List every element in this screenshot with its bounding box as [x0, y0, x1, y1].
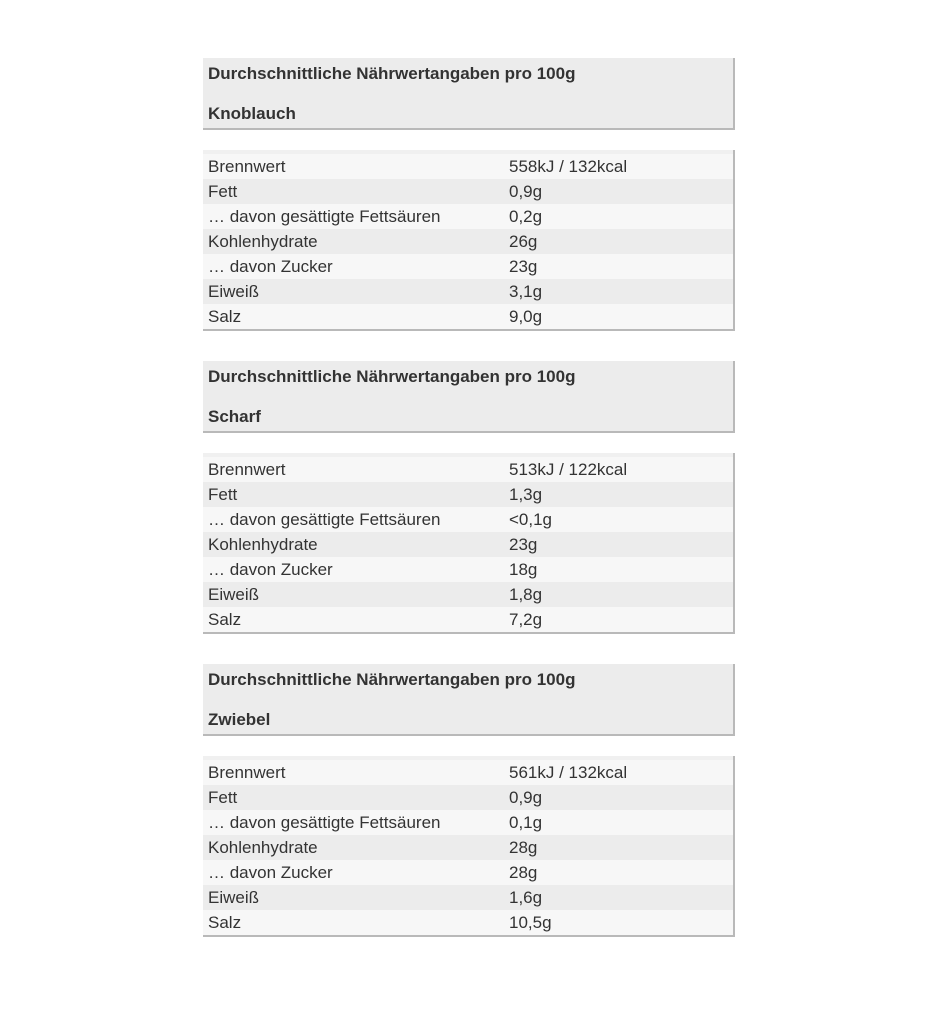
- table-row: Brennwert 513kJ / 122kcal: [203, 457, 733, 482]
- nutrition-variant-name: Knoblauch: [208, 104, 296, 123]
- table-row: … davon Zucker 28g: [203, 860, 733, 885]
- nutrition-table: Brennwert 561kJ / 132kcal Fett 0,9g … da…: [203, 756, 735, 937]
- nutrient-label: … davon gesättigte Fettsäuren: [208, 509, 441, 529]
- nutrient-label: Salz: [208, 609, 242, 629]
- nutrient-value: 513kJ / 122kcal: [509, 459, 628, 479]
- nutrient-value: 561kJ / 132kcal: [509, 762, 628, 782]
- nutrient-value: 3,1g: [509, 281, 543, 301]
- nutrient-label: Brennwert: [208, 762, 286, 782]
- table-row: Kohlenhydrate 28g: [203, 835, 733, 860]
- nutrition-header: Durchschnittliche Nährwertangaben pro 10…: [203, 664, 735, 736]
- nutrient-label: Fett: [208, 484, 238, 504]
- nutrition-header: Durchschnittliche Nährwertangaben pro 10…: [203, 361, 735, 433]
- nutrient-label: Fett: [208, 787, 238, 807]
- nutrition-table: Brennwert 558kJ / 132kcal Fett 0,9g … da…: [203, 150, 735, 331]
- nutrient-label: … davon Zucker: [208, 862, 333, 882]
- nutrient-value: 0,9g: [509, 787, 543, 807]
- nutrition-header-title: Durchschnittliche Nährwertangaben pro 10…: [208, 670, 576, 689]
- nutrient-value: 28g: [509, 837, 538, 857]
- table-row: … davon gesättigte Fettsäuren 0,2g: [203, 204, 733, 229]
- nutrient-value: 9,0g: [509, 306, 543, 326]
- table-row: Salz 9,0g: [203, 304, 733, 329]
- table-row: Fett 0,9g: [203, 179, 733, 204]
- nutrient-label: … davon gesättigte Fettsäuren: [208, 812, 441, 832]
- table-row: Kohlenhydrate 23g: [203, 532, 733, 557]
- table-row: Brennwert 561kJ / 132kcal: [203, 760, 733, 785]
- nutrient-value: 23g: [509, 256, 538, 276]
- nutrient-label: … davon gesättigte Fettsäuren: [208, 206, 441, 226]
- table-row: … davon Zucker 18g: [203, 557, 733, 582]
- nutrient-label: Kohlenhydrate: [208, 534, 318, 554]
- nutrient-label: Kohlenhydrate: [208, 837, 318, 857]
- nutrition-table: Brennwert 513kJ / 122kcal Fett 1,3g … da…: [203, 453, 735, 634]
- table-row: Kohlenhydrate 26g: [203, 229, 733, 254]
- nutrition-section-scharf: Durchschnittliche Nährwertangaben pro 10…: [203, 361, 735, 634]
- nutrient-label: Kohlenhydrate: [208, 231, 318, 251]
- table-row: Eiweiß 1,8g: [203, 582, 733, 607]
- nutrient-label: Eiweiß: [208, 584, 260, 604]
- nutrient-value: 28g: [509, 862, 538, 882]
- nutrient-value: 1,8g: [509, 584, 543, 604]
- table-row: Salz 7,2g: [203, 607, 733, 632]
- nutrition-header-title: Durchschnittliche Nährwertangaben pro 10…: [208, 367, 576, 386]
- nutrient-value: 0,2g: [509, 206, 543, 226]
- nutrition-section-knoblauch: Durchschnittliche Nährwertangaben pro 10…: [203, 58, 735, 331]
- nutrient-value: 7,2g: [509, 609, 543, 629]
- nutrient-value: 1,6g: [509, 887, 543, 907]
- nutrient-label: Salz: [208, 306, 242, 326]
- nutrient-label: … davon Zucker: [208, 559, 333, 579]
- nutrient-label: … davon Zucker: [208, 256, 333, 276]
- nutrient-value: 0,9g: [509, 181, 543, 201]
- nutrient-value: 0,1g: [509, 812, 543, 832]
- table-row: Fett 0,9g: [203, 785, 733, 810]
- nutrient-label: Salz: [208, 912, 242, 932]
- nutrition-section-zwiebel: Durchschnittliche Nährwertangaben pro 10…: [203, 664, 735, 937]
- nutrient-label: Brennwert: [208, 156, 286, 176]
- nutrient-value: 23g: [509, 534, 538, 554]
- nutrient-value: 558kJ / 132kcal: [509, 156, 628, 176]
- nutrient-value: 1,3g: [509, 484, 543, 504]
- nutrient-value: 18g: [509, 559, 538, 579]
- table-row: Eiweiß 1,6g: [203, 885, 733, 910]
- table-row: … davon Zucker 23g: [203, 254, 733, 279]
- table-row: Fett 1,3g: [203, 482, 733, 507]
- nutrient-value: 26g: [509, 231, 538, 251]
- table-row: Brennwert 558kJ / 132kcal: [203, 154, 733, 179]
- nutrition-variant-name: Zwiebel: [208, 710, 271, 729]
- nutrition-header-title: Durchschnittliche Nährwertangaben pro 10…: [208, 64, 576, 83]
- table-row: Salz 10,5g: [203, 910, 733, 935]
- nutrient-label: Eiweiß: [208, 281, 260, 301]
- table-row: … davon gesättigte Fettsäuren 0,1g: [203, 810, 733, 835]
- nutrient-label: Eiweiß: [208, 887, 260, 907]
- nutrient-label: Brennwert: [208, 459, 286, 479]
- nutrient-label: Fett: [208, 181, 238, 201]
- table-row: Eiweiß 3,1g: [203, 279, 733, 304]
- nutrient-value: 10,5g: [509, 912, 552, 932]
- nutrition-variant-name: Scharf: [208, 407, 261, 426]
- table-row: … davon gesättigte Fettsäuren <0,1g: [203, 507, 733, 532]
- nutrition-header: Durchschnittliche Nährwertangaben pro 10…: [203, 58, 735, 130]
- nutrient-value: <0,1g: [509, 509, 553, 529]
